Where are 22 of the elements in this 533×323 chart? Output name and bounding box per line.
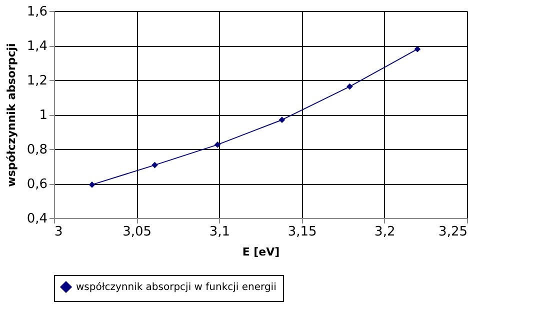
- point: [278, 116, 286, 124]
- y-tick-label: 0,4: [26, 212, 48, 226]
- point: [214, 142, 221, 148]
- x-tick-label: 3,1: [209, 224, 230, 240]
- x-tick-label: 3,2: [374, 224, 396, 240]
- y-tick-label: 1,4: [26, 39, 48, 54]
- point: [414, 46, 421, 52]
- x-tick-label: 3,15: [288, 224, 317, 240]
- y-tick-label: 1,6: [26, 4, 48, 20]
- y-tick-label: 0,8: [26, 142, 48, 158]
- x-tick-label: 3,05: [122, 224, 152, 240]
- legend-label: współczynnik absorpcji w funkcji energii: [76, 282, 276, 293]
- point: [152, 162, 158, 168]
- y-tick-label: 1: [39, 108, 48, 123]
- point: [88, 182, 96, 188]
- y-tick-label: 1,2: [26, 74, 48, 88]
- y-tick-label: 0,6: [26, 177, 48, 192]
- x-tick-label: 3,25: [438, 224, 468, 240]
- x-axis-title: E [eV]: [242, 246, 280, 258]
- point: [346, 83, 353, 90]
- x-tick-label: 3: [54, 224, 63, 240]
- y-axis-title: współczynnik absorpcji: [4, 43, 18, 187]
